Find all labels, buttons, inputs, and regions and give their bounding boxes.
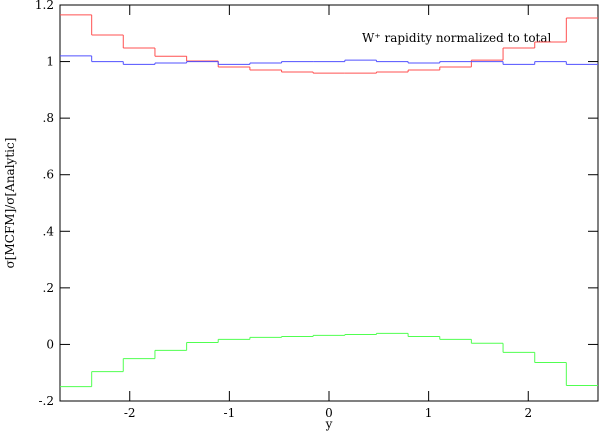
x-axis-label: y [325, 417, 333, 431]
x-tick-label: 1 [425, 406, 433, 420]
y-tick-label: -.2 [38, 394, 54, 408]
x-tick-label: -2 [124, 406, 136, 420]
y-tick-label: 0 [46, 337, 54, 351]
y-tick-label: 1 [46, 55, 54, 69]
y-tick-label: .6 [43, 168, 54, 182]
annotation: W⁺ rapidity normalized to total [362, 31, 552, 45]
y-tick-label: .8 [43, 111, 54, 125]
y-tick-label: .2 [43, 281, 54, 295]
x-tick-label: 0 [325, 406, 333, 420]
x-tick-label: 2 [524, 406, 532, 420]
y-tick-label: .4 [43, 224, 55, 238]
y-tick-label: 1.2 [35, 0, 54, 12]
x-tick-label: -1 [224, 406, 236, 420]
y-axis-label: σ[MCFM]/σ[Analytic] [3, 138, 17, 269]
